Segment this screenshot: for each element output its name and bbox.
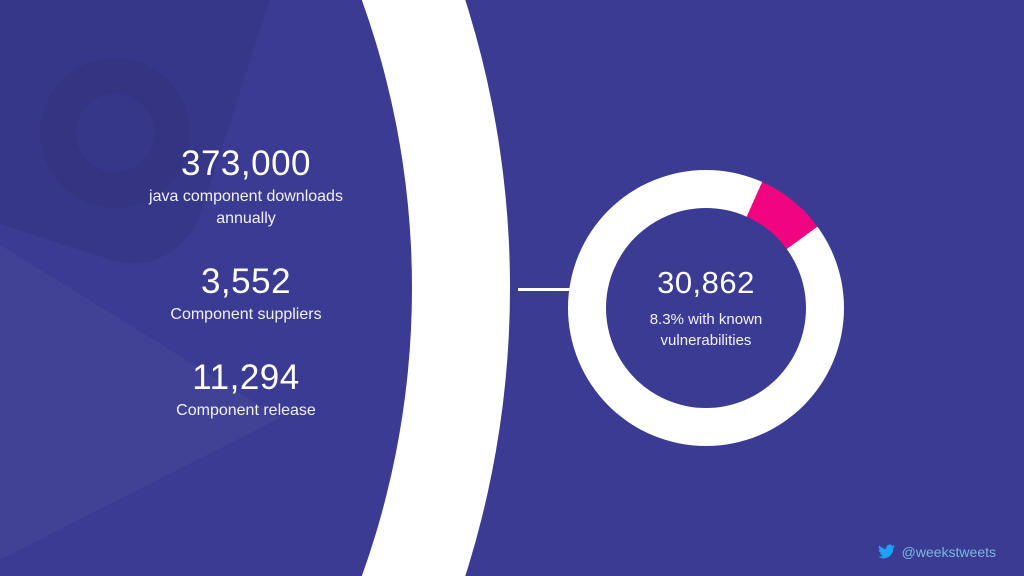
stats-column: 373,000 java component downloads annuall… — [100, 142, 392, 422]
stat-releases-value: 11,294 — [192, 358, 300, 397]
stat-releases-label: Component release — [176, 402, 316, 419]
stat-downloads-label: java component downloads annually — [149, 188, 343, 227]
vulnerability-donut-chart: 30,862 8.3% with known vulnerabilities — [568, 170, 844, 446]
twitter-bird-icon — [877, 544, 895, 559]
stat-suppliers-value: 3,552 — [200, 262, 292, 301]
stat-downloads: 373,000 java component downloads annuall… — [100, 142, 392, 230]
stat-releases: 11,294 Component release — [100, 356, 392, 422]
stat-suppliers-label: Component suppliers — [170, 306, 322, 323]
twitter-handle: @weekstweets — [901, 543, 996, 560]
connector-line — [518, 288, 573, 291]
twitter-attribution: @weekstweets — [877, 543, 996, 560]
donut-center: 30,862 8.3% with known vulnerabilities — [606, 208, 806, 408]
stat-downloads-value: 373,000 — [180, 144, 312, 183]
stat-suppliers: 3,552 Component suppliers — [100, 260, 392, 326]
donut-center-label: 8.3% with known vulnerabilities — [649, 311, 763, 349]
donut-center-value: 30,862 — [657, 265, 755, 300]
